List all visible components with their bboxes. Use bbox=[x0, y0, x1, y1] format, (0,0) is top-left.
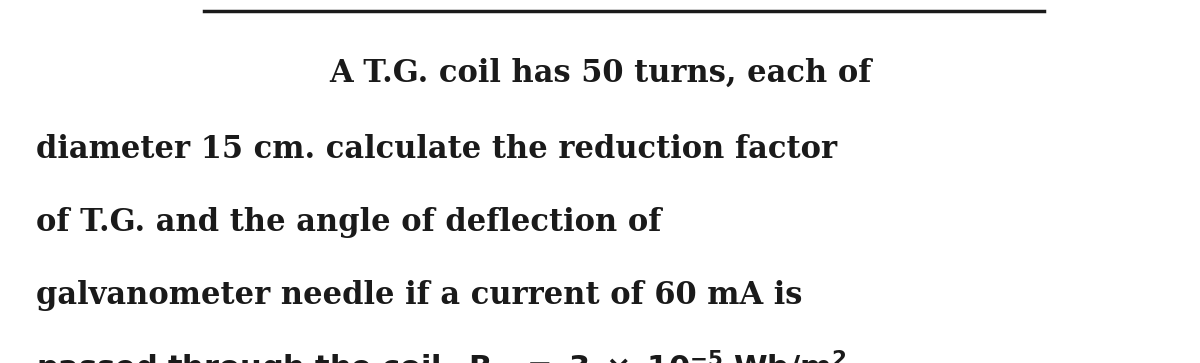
Text: galvanometer needle if a current of 60 mA is: galvanometer needle if a current of 60 m… bbox=[36, 280, 803, 310]
Text: A T.G. coil has 50 turns, each of: A T.G. coil has 50 turns, each of bbox=[329, 58, 871, 89]
Text: $\mathbf{passed\ through\ the\ coil.\ B_{H}\ =\ 3\ \times\ 10^{-5}\ Wb/m^{2}.}$: $\mathbf{passed\ through\ the\ coil.\ B_… bbox=[36, 348, 858, 363]
Text: of T.G. and the angle of deflection of: of T.G. and the angle of deflection of bbox=[36, 207, 661, 238]
Text: diameter 15 cm. calculate the reduction factor: diameter 15 cm. calculate the reduction … bbox=[36, 134, 838, 165]
